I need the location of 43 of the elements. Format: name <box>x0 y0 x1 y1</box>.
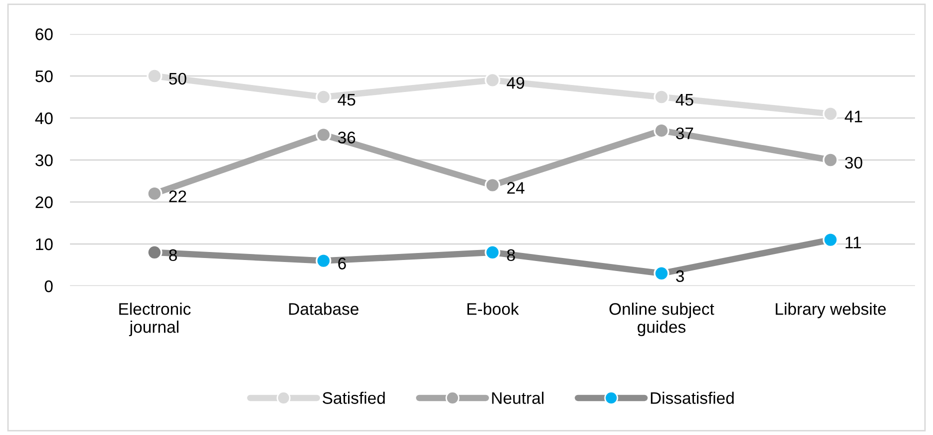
x-tick-label: Electronic journal <box>119 302 191 336</box>
data-label: 3 <box>676 270 684 282</box>
point <box>146 244 162 260</box>
point <box>316 253 332 269</box>
point <box>484 72 500 88</box>
point <box>654 122 670 138</box>
data-label: 36 <box>338 132 356 144</box>
point <box>146 68 162 84</box>
point <box>654 266 670 282</box>
point <box>822 152 838 168</box>
y-tick-label: 30 <box>35 154 53 166</box>
legend-label: Satisfied <box>322 392 385 404</box>
data-label: 45 <box>676 94 694 106</box>
legend-label: Dissatisfied <box>650 392 734 404</box>
y-tick-label: 20 <box>36 196 53 208</box>
data-label: 41 <box>844 110 862 122</box>
point <box>146 186 162 202</box>
y-tick-label: 50 <box>35 70 53 82</box>
point <box>484 177 500 193</box>
data-label: 11 <box>846 236 861 248</box>
x-tick-label: Library website <box>776 302 886 318</box>
point <box>822 232 838 248</box>
point <box>484 244 500 260</box>
point <box>316 127 332 143</box>
data-label: 49 <box>506 77 524 89</box>
data-label: 24 <box>507 182 524 194</box>
data-label: 50 <box>169 72 186 85</box>
x-tick-label: Online subject guides <box>609 302 714 336</box>
data-label: 22 <box>169 190 186 202</box>
legend-label: Neutral <box>492 392 544 404</box>
x-tick-label: Database <box>289 302 358 315</box>
point <box>822 106 838 122</box>
point <box>316 89 332 105</box>
y-tick-label: 40 <box>35 112 53 124</box>
y-tick-label: 10 <box>36 238 53 250</box>
data-label: 45 <box>338 94 356 106</box>
y-tick-label: 0 <box>44 280 53 292</box>
point <box>654 89 670 105</box>
data-label: 6 <box>338 258 346 270</box>
data-label: 30 <box>845 156 862 169</box>
data-label: 37 <box>676 127 694 140</box>
x-tick-label: E-book <box>467 302 519 315</box>
y-tick-label: 60 <box>36 28 53 40</box>
